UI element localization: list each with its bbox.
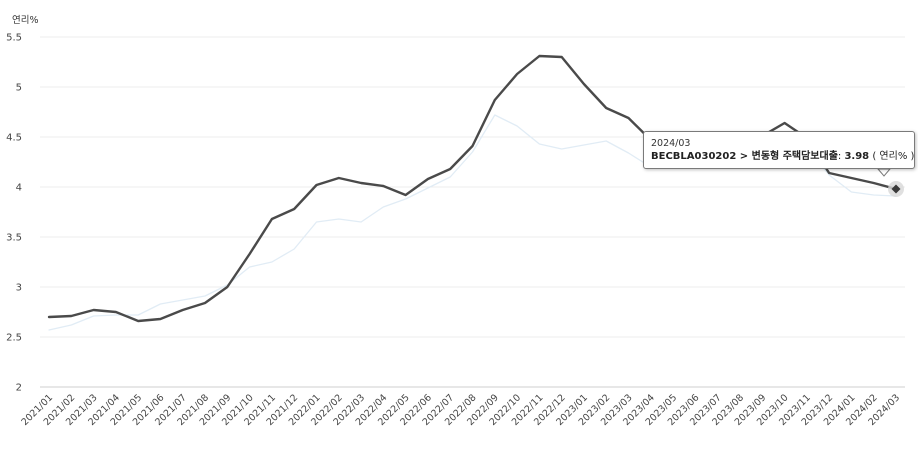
tooltip-value: 3.98	[844, 151, 870, 162]
tooltip: 2024/03 BECBLA030202 > 변동형 주택담보대출: 3.98 …	[643, 131, 915, 169]
hover-marker[interactable]	[876, 168, 904, 197]
tooltip-pointer	[876, 168, 892, 177]
tooltip-unit: ( 연리% )	[872, 151, 915, 162]
data-point-marker[interactable]	[891, 184, 901, 194]
y-tick-label: 5	[16, 83, 22, 94]
y-tick-label: 3	[16, 283, 22, 294]
y-tick-label: 2.5	[6, 333, 22, 344]
tooltip-series-name: BECBLA030202 > 변동형 주택담보대출	[651, 151, 838, 162]
y-tick-label: 3.5	[6, 233, 22, 244]
y-tick-label: 4	[16, 183, 22, 194]
tooltip-colon: :	[837, 151, 842, 162]
y-axis-ticks: 2 2.5 3 3.5 4 4.5 5 5.5	[6, 33, 22, 394]
y-tick-label: 5.5	[6, 33, 22, 44]
y-tick-label: 2	[16, 383, 22, 394]
y-tick-label: 4.5	[6, 133, 22, 144]
gridlines	[40, 36, 905, 388]
tooltip-content: BECBLA030202 > 변동형 주택담보대출: 3.98 ( 연리% )	[651, 150, 914, 164]
y-axis-unit-label: 연리%	[12, 15, 39, 26]
tooltip-date: 2024/03	[651, 138, 691, 149]
